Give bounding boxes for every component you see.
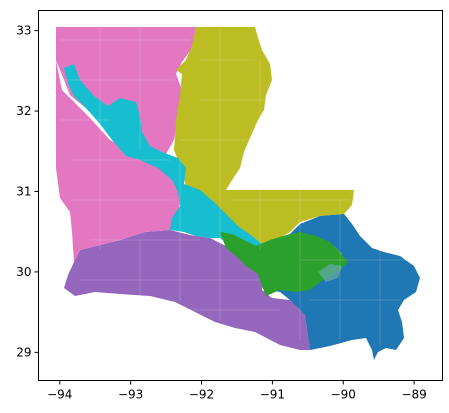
district-6-region: [262, 214, 420, 360]
x-tick-label: −89: [401, 388, 426, 402]
x-tick-label: −94: [47, 388, 72, 402]
x-tick-label: −92: [189, 388, 214, 402]
lake-area: [318, 264, 342, 282]
y-tick-label: 29: [16, 345, 31, 359]
x-tick-label: −91: [260, 388, 285, 402]
x-tick-label: −90: [331, 388, 356, 402]
x-tick-label: −93: [118, 388, 143, 402]
x-axis-ticks: −94 −93 −92 −91 −90 −89: [47, 380, 427, 402]
y-tick-label: 32: [16, 104, 31, 118]
district-2-region: [174, 27, 354, 246]
district-5-region: [220, 232, 348, 296]
district-4-region: [64, 230, 310, 350]
district-3-region: [64, 64, 262, 250]
y-tick-label: 31: [16, 184, 31, 198]
y-axis-ticks: 29 30 31 32 33: [16, 24, 39, 359]
y-tick-label: 33: [16, 24, 31, 38]
precinct-boundaries: [60, 27, 410, 345]
plot-frame: [38, 10, 443, 381]
y-tick-label: 30: [16, 265, 31, 279]
